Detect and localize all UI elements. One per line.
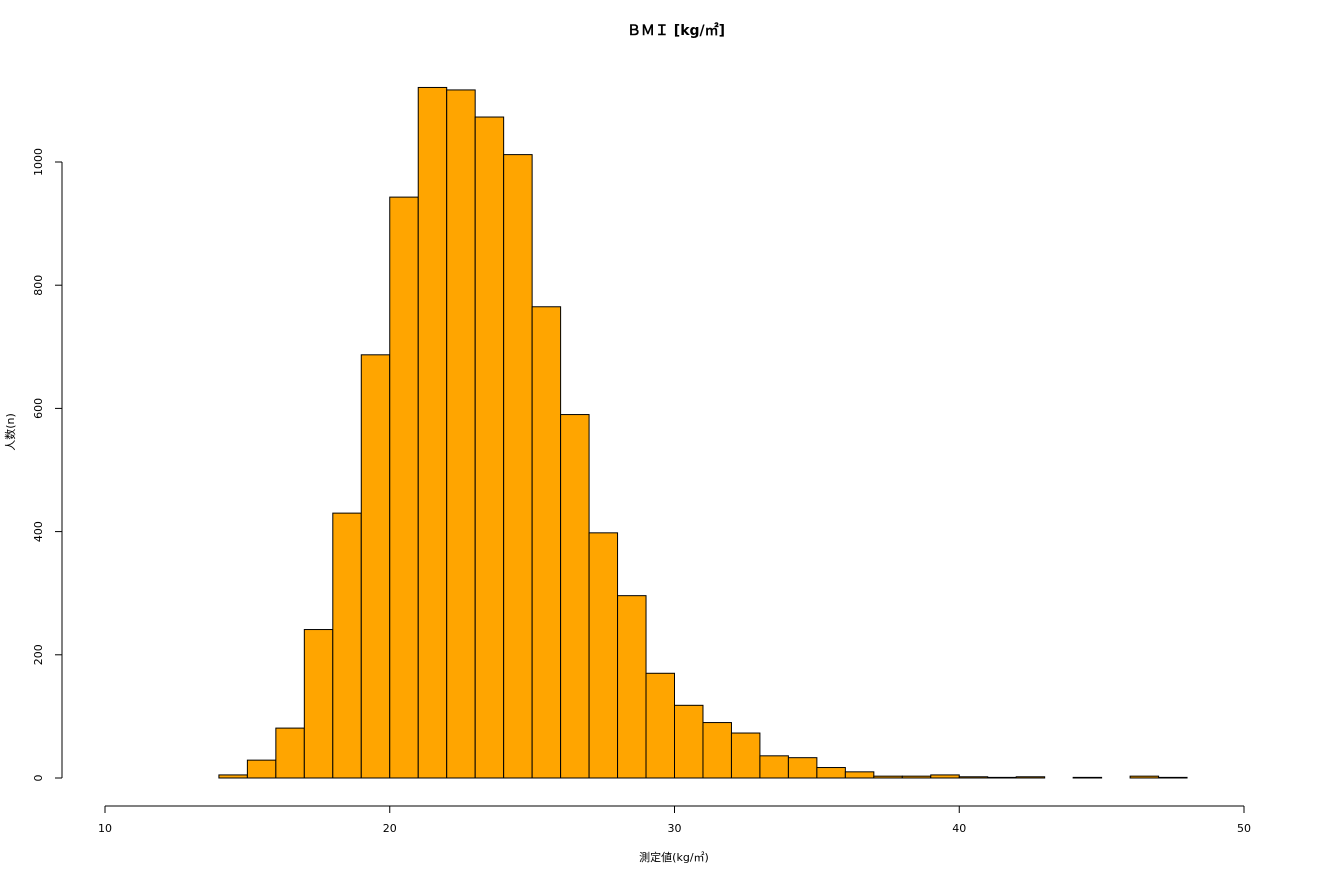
histogram-bar (901, 775, 932, 779)
y-axis-label: 人数(n) (4, 413, 17, 451)
histogram-bar (987, 776, 1017, 779)
histogram-bar (1158, 776, 1188, 779)
histogram-bar (1129, 775, 1160, 779)
x-tick-label: 30 (668, 822, 682, 835)
y-tick-label: 800 (32, 275, 45, 296)
chart-title: ＢＭＩ [kg/㎡] (627, 22, 725, 39)
histogram-bar (1015, 776, 1046, 779)
histogram-bar (588, 532, 619, 779)
histogram-bar (389, 196, 419, 779)
histogram-bar (1072, 776, 1103, 779)
histogram-bar (702, 722, 732, 779)
histogram-bar (360, 354, 391, 779)
histogram-bar (446, 89, 476, 779)
histogram-bar (844, 771, 875, 779)
y-tick-label: 1000 (32, 148, 45, 176)
histogram-bar (246, 759, 277, 779)
x-tick-label: 50 (1237, 822, 1251, 835)
x-axis: 10 20 30 40 50 (98, 805, 1251, 835)
histogram-bar (674, 704, 704, 779)
histogram-bar (759, 755, 789, 779)
histogram-bar (873, 775, 903, 779)
histogram-bar (930, 774, 960, 779)
x-axis-label: 測定値(kg/㎡) (639, 850, 709, 864)
histogram-bar (958, 776, 989, 779)
histogram-bar (474, 116, 505, 779)
histogram-bar (303, 629, 334, 779)
y-tick-label: 400 (32, 521, 45, 542)
y-tick-label: 200 (32, 644, 45, 665)
y-tick-label: 0 (32, 775, 45, 782)
histogram-bar (531, 306, 562, 779)
x-tick-label: 20 (383, 822, 397, 835)
histogram-bar (617, 595, 647, 779)
histogram-bar (787, 757, 818, 779)
y-axis: 0 200 400 600 800 1000 (32, 148, 63, 782)
y-tick-label: 600 (32, 398, 45, 419)
histogram-bar (218, 774, 248, 779)
histogram-bar (560, 414, 590, 779)
histogram-bar (816, 767, 846, 779)
x-tick-label: 10 (98, 822, 112, 835)
histogram-bar (645, 672, 676, 779)
histogram-bar (503, 154, 533, 779)
bars-group (218, 86, 1188, 779)
histogram-bar (275, 727, 305, 779)
histogram-bar (730, 732, 761, 779)
x-tick-label: 40 (952, 822, 966, 835)
histogram-bar (417, 86, 448, 779)
histogram-bar (332, 512, 362, 779)
